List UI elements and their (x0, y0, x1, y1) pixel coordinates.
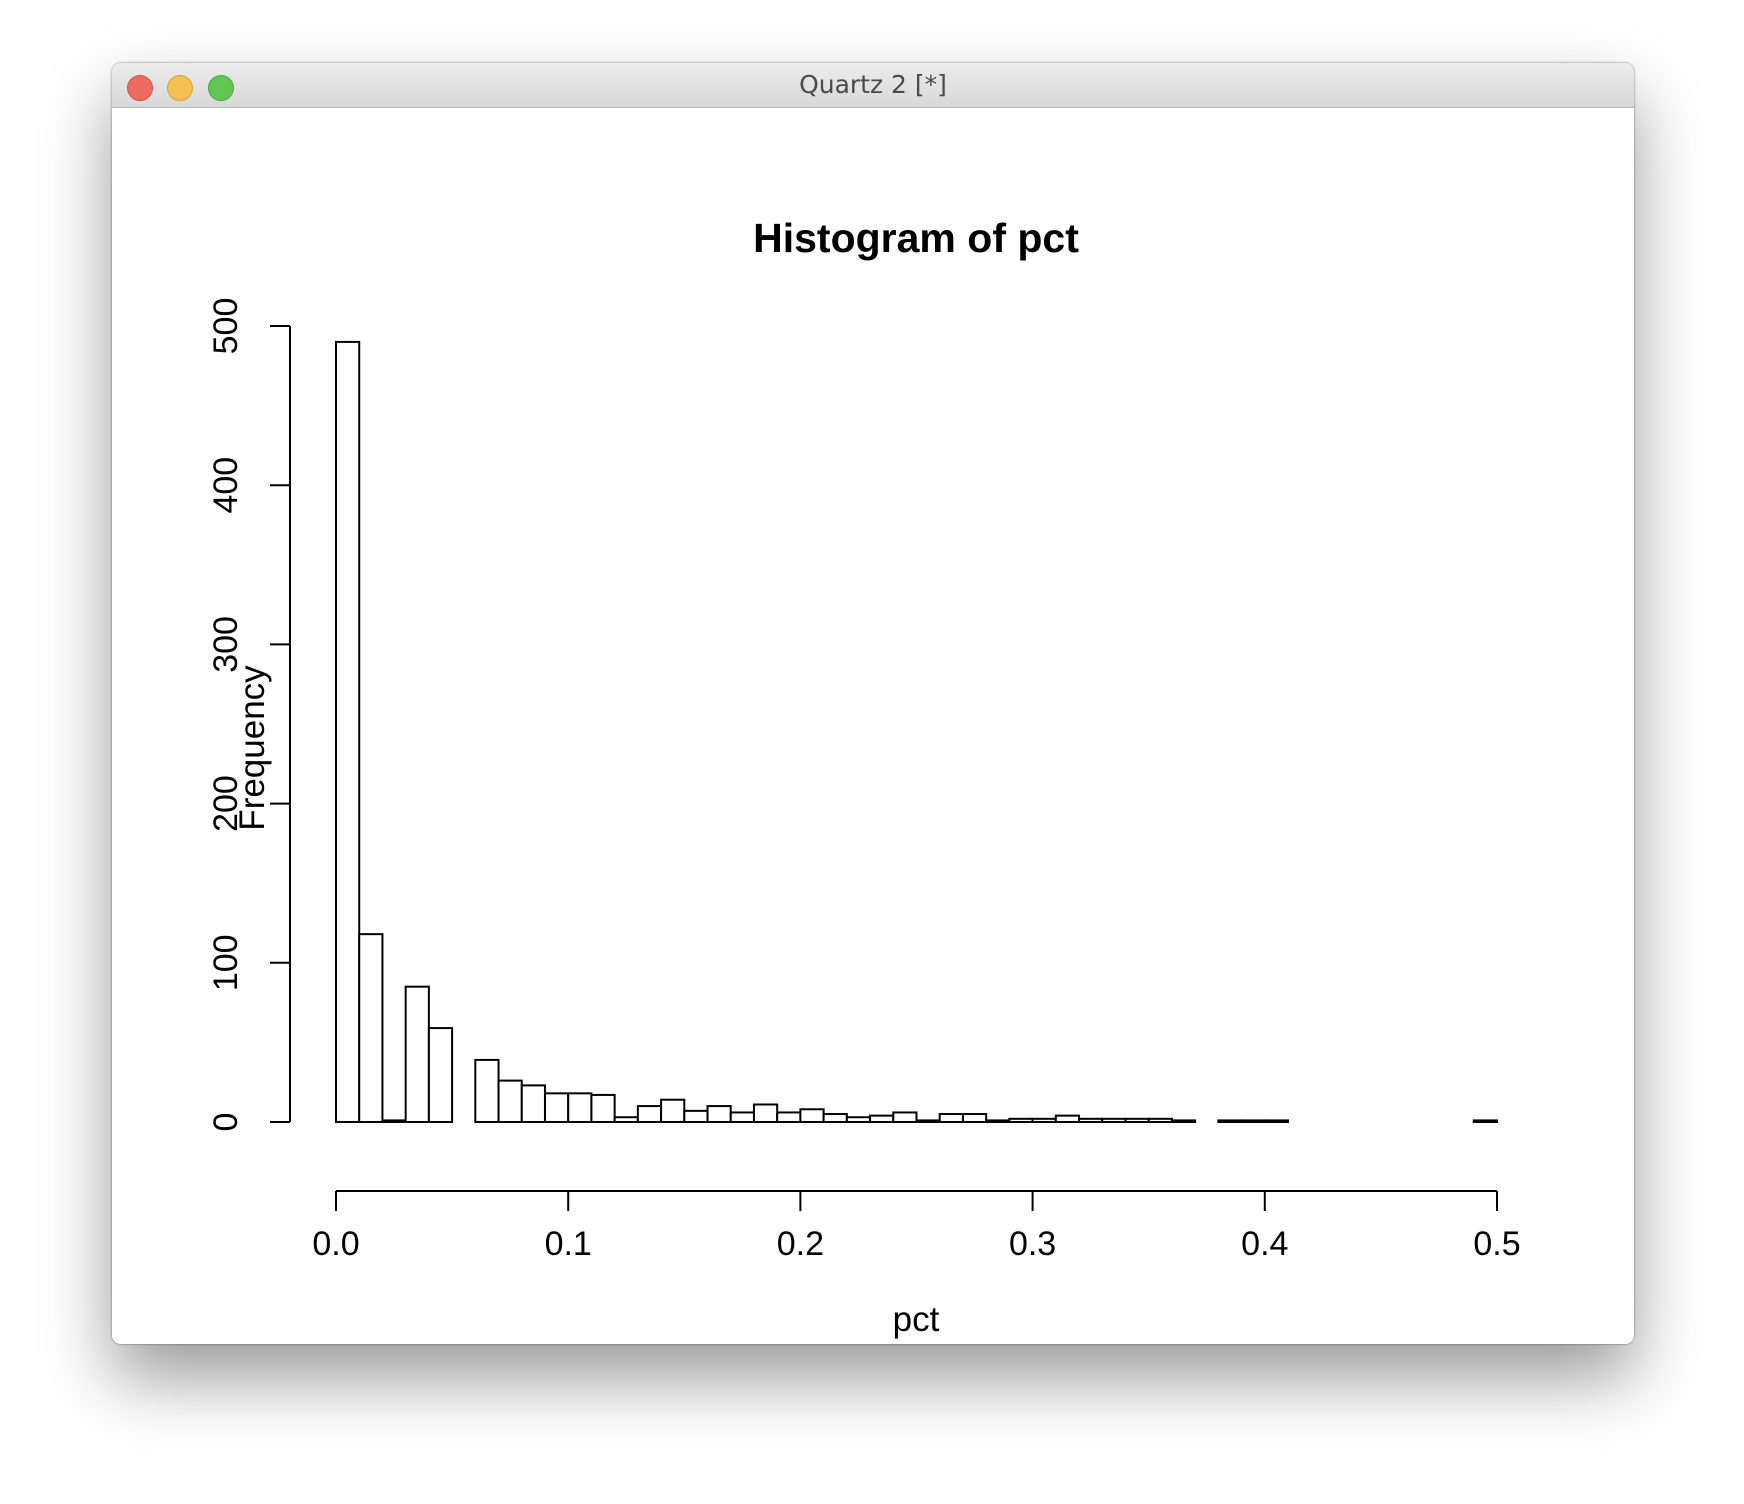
y-tick-label: 100 (207, 934, 245, 991)
histogram-bar (427, 1027, 454, 1124)
histogram-bar (961, 1113, 988, 1123)
y-tick-label: 500 (207, 298, 245, 355)
x-tick-label: 0.1 (545, 1225, 592, 1263)
histogram-bar (915, 1119, 941, 1124)
histogram-bar (1472, 1119, 1499, 1124)
histogram-bar (706, 1105, 732, 1124)
quartz-window: Quartz 2 [*] Histogram of pct pct Freque… (112, 63, 1634, 1344)
histogram-bar (1078, 1117, 1104, 1123)
histogram-bar (613, 1116, 639, 1123)
histogram-bar (1054, 1114, 1081, 1124)
histogram-bar (985, 1119, 1011, 1124)
histogram-bar (822, 1113, 848, 1123)
histogram-bar (660, 1098, 686, 1123)
histogram-bar (520, 1084, 546, 1123)
x-tick-label: 0.2 (777, 1225, 824, 1263)
y-axis-label: Frequency (233, 665, 272, 831)
histogram-bar (404, 985, 430, 1123)
histogram-bar (1147, 1117, 1173, 1123)
histogram-bar (845, 1116, 872, 1123)
histogram-bar (1240, 1119, 1266, 1124)
histogram-bar (1124, 1117, 1150, 1123)
histogram-bar (729, 1111, 755, 1123)
histogram-chart: Histogram of pct pct Frequency 0.0 0.1 0.2… (207, 215, 1521, 1339)
histogram-bar (335, 340, 361, 1124)
y-tick-label: 200 (207, 775, 245, 832)
histogram-bar (776, 1111, 802, 1123)
y-tick-label: 0 (207, 1113, 245, 1132)
histogram-bar (938, 1113, 964, 1123)
x-tick-label: 0.5 (1473, 1225, 1520, 1263)
plot-area: Histogram of pct pct Frequency 0.0 0.1 0.2… (112, 108, 1634, 1344)
x-tick-label: 0.3 (1009, 1225, 1056, 1263)
x-tick-label: 0.0 (312, 1225, 359, 1263)
histogram-bar (1217, 1119, 1243, 1124)
histogram-bar (1008, 1117, 1034, 1123)
histogram-bars (335, 340, 1499, 1124)
chart-title: Histogram of pct (753, 215, 1079, 261)
histogram-bar (799, 1108, 825, 1123)
zoom-button[interactable] (208, 75, 234, 101)
histogram-bar (636, 1105, 663, 1124)
y-tick-label: 400 (207, 457, 245, 514)
histogram-bar (381, 1119, 407, 1124)
histogram-bar (358, 933, 384, 1123)
histogram-bar (543, 1092, 570, 1123)
histogram-bar (1170, 1119, 1197, 1124)
histogram-bar (752, 1103, 779, 1123)
histogram-bar (869, 1114, 895, 1124)
histogram-bar (567, 1092, 593, 1123)
y-axis: 0 100 200 300 400 500 (207, 298, 291, 1132)
title-bar[interactable]: Quartz 2 [*] (112, 63, 1634, 108)
histogram-bar (1101, 1117, 1127, 1123)
window-title: Quartz 2 [*] (799, 70, 947, 99)
histogram-bar (683, 1109, 709, 1124)
histogram-bar (497, 1079, 523, 1123)
histogram-bar (474, 1058, 500, 1123)
y-tick-label: 300 (207, 616, 245, 673)
x-axis: 0.0 0.1 0.2 0.3 0.4 0.5 (312, 1190, 1521, 1263)
close-button[interactable] (127, 75, 153, 101)
histogram-bar (892, 1111, 918, 1123)
x-tick-label: 0.4 (1241, 1225, 1288, 1263)
histogram-bar (1263, 1119, 1290, 1124)
x-axis-label: pct (893, 1300, 940, 1339)
minimize-button[interactable] (167, 75, 193, 101)
histogram-bar (590, 1093, 616, 1123)
histogram-bar (1031, 1117, 1057, 1123)
